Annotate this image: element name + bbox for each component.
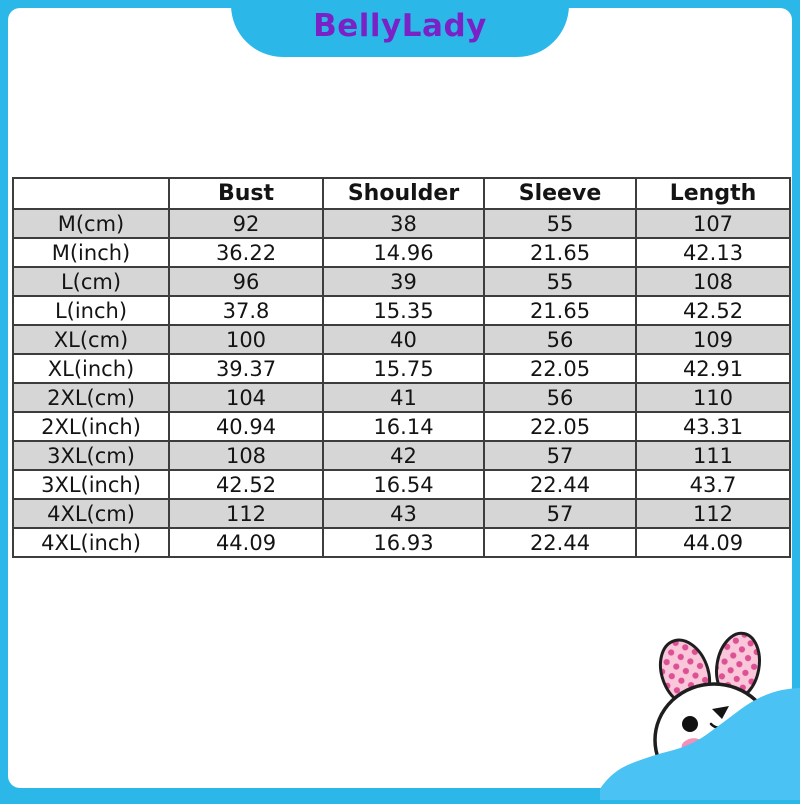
- measurement-cell: 40.94: [168, 411, 324, 442]
- measurement-cell: 109: [635, 324, 791, 355]
- brand-banner: BellyLady: [231, 0, 569, 57]
- bunny-nose: [712, 706, 729, 719]
- brand-logo-text: BellyLady: [313, 7, 487, 44]
- size-row-label: XL(cm): [12, 324, 170, 355]
- measurement-cell: 108: [635, 266, 791, 297]
- size-row-label: L(cm): [12, 266, 170, 297]
- measurement-cell: 108: [168, 440, 324, 471]
- size-chart-body: M(cm) 92 38 55 107 M(inch) 36.22 14.96 21.65 42.1…: [12, 208, 791, 558]
- measurement-cell: 107: [635, 208, 791, 239]
- measurement-cell: 21.65: [483, 237, 637, 268]
- bunny-svg: [598, 631, 800, 802]
- column-header: Length: [635, 177, 791, 210]
- measurement-cell: 55: [483, 208, 637, 239]
- table-row: 3XL(cm) 108 42 57 111: [12, 440, 791, 471]
- measurement-cell: 92: [168, 208, 324, 239]
- table-row: XL(inch) 39.37 15.75 22.05 42.91: [12, 353, 791, 384]
- bunny-right-ear: [715, 631, 761, 701]
- measurement-cell: 39: [322, 266, 485, 297]
- measurement-cell: 42.13: [635, 237, 791, 268]
- measurement-cell: 110: [635, 382, 791, 413]
- column-header: [12, 177, 170, 210]
- column-header: Sleeve: [483, 177, 637, 210]
- table-row: XL(cm) 100 40 56 109: [12, 324, 791, 355]
- measurement-cell: 22.05: [483, 353, 637, 384]
- measurement-cell: 39.37: [168, 353, 324, 384]
- measurement-cell: 100: [168, 324, 324, 355]
- column-header: Shoulder: [322, 177, 485, 210]
- measurement-cell: 36.22: [168, 237, 324, 268]
- measurement-cell: 15.75: [322, 353, 485, 384]
- measurement-cell: 42.91: [635, 353, 791, 384]
- size-row-label: 4XL(inch): [12, 527, 170, 558]
- measurement-cell: 21.65: [483, 295, 637, 326]
- table-row: M(cm) 92 38 55 107: [12, 208, 791, 239]
- measurement-cell: 56: [483, 382, 637, 413]
- table-row: 2XL(inch) 40.94 16.14 22.05 43.31: [12, 411, 791, 442]
- measurement-cell: 43: [322, 498, 485, 529]
- measurement-cell: 44.09: [635, 527, 791, 558]
- measurement-cell: 112: [635, 498, 791, 529]
- measurement-cell: 22.44: [483, 527, 637, 558]
- table-row: M(inch) 36.22 14.96 21.65 42.13: [12, 237, 791, 268]
- measurement-cell: 44.09: [168, 527, 324, 558]
- size-row-label: L(inch): [12, 295, 170, 326]
- table-row: 2XL(cm) 104 41 56 110: [12, 382, 791, 413]
- size-chart-table: Bust Shoulder Sleeve Length M(cm) 92 38 55 107 M…: [12, 177, 791, 558]
- measurement-cell: 43.7: [635, 469, 791, 500]
- size-row-label: 4XL(cm): [12, 498, 170, 529]
- size-row-label: 3XL(inch): [12, 469, 170, 500]
- measurement-cell: 56: [483, 324, 637, 355]
- table-row: 3XL(inch) 42.52 16.54 22.44 43.7: [12, 469, 791, 500]
- measurement-cell: 111: [635, 440, 791, 471]
- bunny-mascot-illustration: [598, 600, 800, 802]
- column-header: Bust: [168, 177, 324, 210]
- size-chart-header: Bust Shoulder Sleeve Length: [12, 177, 791, 210]
- measurement-cell: 57: [483, 498, 637, 529]
- bunny-body-blob: [598, 688, 800, 802]
- size-row-label: M(inch): [12, 237, 170, 268]
- table-row: L(cm) 96 39 55 108: [12, 266, 791, 297]
- measurement-cell: 42.52: [168, 469, 324, 500]
- measurement-cell: 42: [322, 440, 485, 471]
- table-row: 4XL(cm) 112 43 57 112: [12, 498, 791, 529]
- measurement-cell: 16.93: [322, 527, 485, 558]
- measurement-cell: 96: [168, 266, 324, 297]
- size-row-label: M(cm): [12, 208, 170, 239]
- size-row-label: 2XL(cm): [12, 382, 170, 413]
- measurement-cell: 43.31: [635, 411, 791, 442]
- measurement-cell: 37.8: [168, 295, 324, 326]
- measurement-cell: 41: [322, 382, 485, 413]
- header-row: Bust Shoulder Sleeve Length: [12, 177, 791, 210]
- size-row-label: 3XL(cm): [12, 440, 170, 471]
- measurement-cell: 40: [322, 324, 485, 355]
- measurement-cell: 104: [168, 382, 324, 413]
- measurement-cell: 15.35: [322, 295, 485, 326]
- measurement-cell: 38: [322, 208, 485, 239]
- measurement-cell: 16.54: [322, 469, 485, 500]
- table-row: 4XL(inch) 44.09 16.93 22.44 44.09: [12, 527, 791, 558]
- measurement-cell: 112: [168, 498, 324, 529]
- measurement-cell: 55: [483, 266, 637, 297]
- measurement-cell: 57: [483, 440, 637, 471]
- size-row-label: XL(inch): [12, 353, 170, 384]
- table-row: L(inch) 37.8 15.35 21.65 42.52: [12, 295, 791, 326]
- measurement-cell: 22.05: [483, 411, 637, 442]
- bunny-left-eye: [682, 716, 698, 732]
- measurement-cell: 16.14: [322, 411, 485, 442]
- measurement-cell: 22.44: [483, 469, 637, 500]
- size-row-label: 2XL(inch): [12, 411, 170, 442]
- measurement-cell: 14.96: [322, 237, 485, 268]
- measurement-cell: 42.52: [635, 295, 791, 326]
